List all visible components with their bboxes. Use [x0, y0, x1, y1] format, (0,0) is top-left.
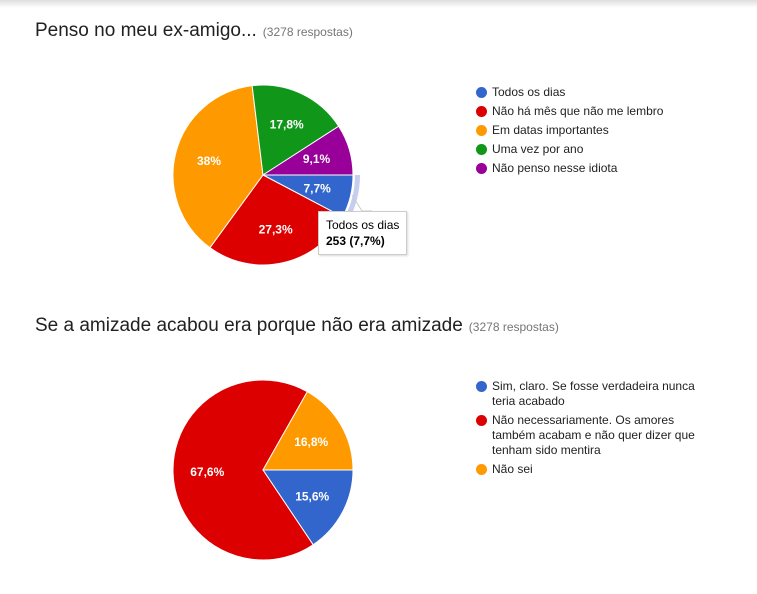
legend-swatch-icon — [476, 415, 487, 426]
chart-tooltip: Todos os dias 253 (7,7%) — [318, 211, 408, 255]
top-shadow — [0, 0, 757, 8]
legend-item[interactable]: Todos os dias — [476, 85, 716, 100]
legend-item[interactable]: Não sei — [476, 462, 716, 477]
pie-chart: 15,6% 67,6% 16,8% — [172, 379, 354, 561]
pie-chart: 7,7% 27,3% 38% 17,8% 9,1% — [172, 84, 372, 266]
legend-item[interactable]: Sim, claro. Se fosse verdadeira nunca te… — [476, 379, 716, 409]
legend-item[interactable]: Não necessariamente. Os amores também ac… — [476, 413, 716, 458]
chart-card-2: Se a amizade acabou era porque não era a… — [0, 295, 757, 594]
pie-slice[interactable] — [172, 85, 264, 249]
legend-label: Não penso nesse idiota — [492, 161, 618, 175]
chart-legend: Sim, claro. Se fosse verdadeira nunca te… — [476, 379, 716, 481]
pie-slices[interactable]: 7,7% 27,3% 38% 17,8% 9,1% — [172, 84, 360, 266]
legend-item[interactable]: Uma vez por ano — [476, 142, 716, 157]
pie-slice[interactable] — [262, 469, 354, 546]
legend-swatch-icon — [476, 163, 487, 174]
chart-legend: Todos os dias Não há mês que não me lembr… — [476, 85, 716, 180]
slice-label: 9,1% — [303, 152, 331, 166]
tooltip-value: 253 (7,7%) — [326, 234, 385, 248]
legend-label: Em datas importantes — [492, 123, 609, 137]
legend-swatch-icon — [476, 106, 487, 117]
legend-label: Todos os dias — [492, 85, 566, 99]
response-count: (3278 respostas) — [262, 25, 353, 39]
title-text: Penso no meu ex-amigo... — [35, 20, 257, 41]
pie-slices[interactable]: 15,6% 67,6% 16,8% — [172, 379, 354, 561]
legend-label: Não há mês que não me lembro — [492, 104, 664, 118]
pie-slice[interactable] — [172, 379, 314, 561]
legend-swatch-icon — [476, 125, 487, 136]
legend-label: Não necessariamente. Os amores também ac… — [492, 413, 695, 457]
legend-item[interactable]: Não penso nesse idiota — [476, 161, 716, 176]
chart-card-1: Penso no meu ex-amigo... (3278 respostas)… — [35, 20, 716, 266]
pie-slice[interactable] — [261, 125, 354, 176]
slice-label: 15,6% — [295, 489, 329, 503]
pie-slice[interactable] — [262, 391, 354, 471]
legend-swatch-icon — [476, 144, 487, 155]
slice-label: 16,8% — [294, 435, 328, 449]
slice-label: 17,8% — [270, 117, 304, 131]
slice-highlight — [344, 175, 360, 221]
slice-label: 38% — [197, 154, 221, 168]
legend-swatch-icon — [476, 87, 487, 98]
legend-swatch-icon — [476, 464, 487, 475]
legend-label: Uma vez por ano — [492, 142, 584, 156]
slice-label: 67,6% — [190, 465, 224, 479]
chart-title: Penso no meu ex-amigo... (3278 respostas) — [35, 20, 353, 42]
response-count: (3278 respostas) — [468, 320, 559, 334]
legend-swatch-icon — [476, 381, 487, 392]
legend-label: Sim, claro. Se fosse verdadeira nunca te… — [492, 379, 695, 408]
legend-label: Não sei — [492, 462, 533, 476]
slice-label: 27,3% — [259, 222, 293, 236]
pie-slice[interactable] — [251, 84, 340, 176]
chart-title: Se a amizade acabou era porque não era a… — [35, 315, 559, 337]
legend-item[interactable]: Não há mês que não me lembro — [476, 104, 716, 119]
title-text: Se a amizade acabou era porque não era a… — [35, 315, 463, 336]
tooltip-label: Todos os dias — [326, 218, 400, 232]
slice-label: 7,7% — [303, 181, 331, 195]
legend-item[interactable]: Em datas importantes — [476, 123, 716, 138]
